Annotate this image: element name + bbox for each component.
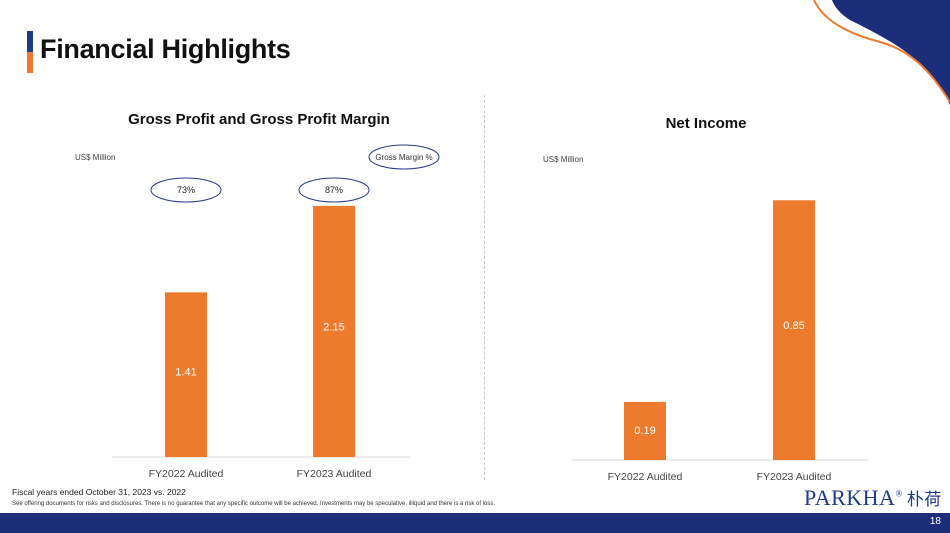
net-income-chart: Net Income US$ Million 0.19 FY2022 Audited 0…	[543, 115, 868, 483]
bar-1	[624, 401, 666, 460]
gross-margin-legend-label: Gross Margin %	[375, 153, 432, 162]
category-label-2: FY2023 Audited	[757, 471, 832, 483]
margin-oval-1	[150, 177, 222, 203]
category-label-1: FY2022 Audited	[149, 468, 224, 480]
page-title: Financial Highlights	[40, 34, 291, 64]
bar-2	[773, 200, 815, 460]
gross-profit-chart: Gross Profit and Gross Profit Margin US$ …	[75, 111, 440, 480]
brand-logo: PARKHA® 朴荷	[804, 485, 942, 511]
data-label-1: 1.41	[175, 366, 196, 378]
data-label-1: 0.19	[634, 425, 655, 437]
footer-bar: 18	[0, 513, 950, 533]
bar-2	[313, 205, 355, 457]
fiscal-year-footnote: Fiscal years ended October 31, 2023 vs. …	[12, 487, 186, 497]
data-label-2: 2.15	[323, 321, 344, 333]
brand-registered-mark: ®	[895, 488, 903, 499]
margin-oval-2	[298, 177, 370, 203]
brand-chinese-name: 朴荷	[906, 490, 942, 510]
y-axis-label: US$ Million	[75, 153, 115, 162]
gross-margin-legend-oval	[368, 144, 440, 170]
page-number: 18	[929, 516, 941, 527]
data-label-2: 0.85	[783, 320, 804, 332]
bar-1	[165, 292, 207, 457]
corner-decoration	[813, 0, 950, 105]
gross-margin-label-2: 87%	[325, 185, 343, 195]
gross-margin-label-1: 73%	[177, 185, 195, 195]
y-axis-label: US$ Million	[543, 155, 583, 164]
chart-title: Net Income	[666, 115, 747, 132]
category-label-2: FY2023 Audited	[297, 468, 372, 480]
chart-divider	[484, 95, 485, 480]
disclaimer-text: See offering documents for risks and dis…	[12, 501, 496, 507]
category-label-1: FY2022 Audited	[608, 471, 683, 483]
title-accent-bar	[27, 31, 33, 73]
chart-title: Gross Profit and Gross Profit Margin	[128, 111, 390, 128]
brand-name: PARKHA	[804, 485, 896, 510]
